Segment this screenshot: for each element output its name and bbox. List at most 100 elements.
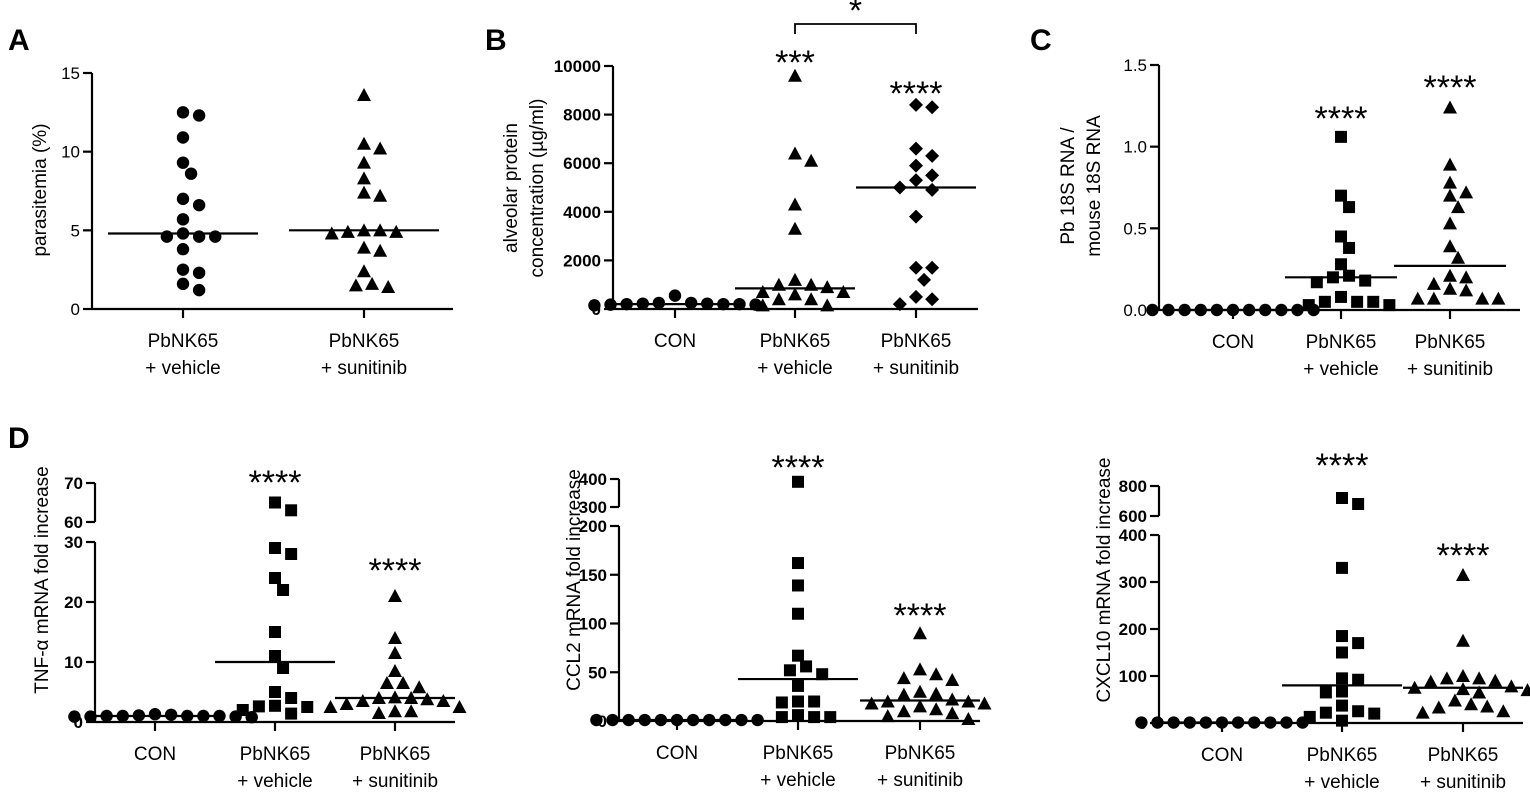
data-point-diamond: [909, 97, 923, 112]
data-point-circle: [176, 192, 190, 206]
y-tick-label: 20: [64, 593, 83, 612]
y-tick-label: 30: [64, 533, 83, 552]
data-point-triangle: [1423, 674, 1438, 688]
data-point-triangle: [348, 278, 363, 292]
data-point-circle: [192, 198, 206, 212]
data-point-triangle: [755, 284, 770, 298]
x-tick-label: PbNK65: [360, 744, 431, 765]
data-point-circle: [176, 156, 190, 169]
data-point-diamond: [925, 260, 940, 275]
data-point-triangle: [929, 702, 944, 716]
data-point-diamond: [925, 148, 940, 163]
y-axis-label: Pb 18S RNA /: [1058, 127, 1079, 245]
data-point-circle: [209, 230, 222, 243]
data-point-triangle: [355, 694, 370, 707]
panel-letter: D: [8, 422, 30, 455]
data-point-triangle: [771, 292, 786, 306]
data-point-triangle: [804, 153, 819, 167]
data-point-circle: [176, 131, 190, 144]
data-point-triangle: [788, 197, 802, 211]
data-point-triangle: [1443, 188, 1457, 202]
data-point-square: [775, 696, 788, 709]
data-point-square: [1343, 269, 1356, 282]
y-axis-label: CXCL10 mRNA fold increase: [1094, 458, 1115, 703]
data-series-1: [1303, 492, 1381, 727]
data-point-square: [285, 707, 298, 720]
data-point-triangle: [788, 221, 802, 235]
data-point-triangle: [404, 704, 419, 718]
data-point-circle: [652, 296, 666, 310]
y-tick-label: 50: [588, 663, 607, 682]
data-point-triangle: [1520, 683, 1530, 697]
data-point-triangle: [357, 264, 371, 278]
data-point-triangle: [945, 692, 960, 706]
data-point-triangle: [1410, 291, 1425, 305]
data-point-square: [1343, 241, 1356, 254]
data-point-triangle: [388, 646, 402, 659]
data-point-circle: [176, 243, 190, 256]
data-point-triangle: [1472, 685, 1487, 699]
y-tick-label: 0.0: [1123, 301, 1147, 320]
data-point-circle: [184, 167, 198, 180]
data-point-square: [1336, 714, 1348, 727]
data-point-triangle: [1480, 699, 1495, 713]
data-point-triangle: [788, 146, 802, 160]
x-tick-label: PbNK65: [148, 331, 219, 352]
data-point-triangle: [913, 699, 927, 713]
data-point-circle: [604, 298, 617, 311]
data-point-triangle: [788, 68, 802, 82]
data-point-triangle: [1415, 705, 1430, 719]
data-point-triangle: [1504, 679, 1519, 693]
data-point-triangle: [388, 704, 402, 718]
data-point-circle: [668, 289, 682, 302]
data-point-diamond: [925, 182, 940, 197]
data-point-triangle: [371, 706, 386, 719]
significance-stars: ****: [890, 75, 943, 113]
y-tick-label: 150: [579, 566, 607, 585]
x-tick-label: PbNK65: [1428, 745, 1499, 766]
data-point-square: [285, 692, 298, 704]
data-point-square: [1302, 299, 1315, 312]
data-point-triangle: [452, 700, 467, 713]
data-point-triangle: [929, 667, 944, 681]
data-point-square: [277, 662, 290, 674]
data-point-square: [1383, 299, 1396, 312]
data-point-square: [800, 660, 813, 673]
data-point-triangle: [1475, 291, 1490, 305]
data-series-1: [1302, 130, 1396, 312]
data-point-circle: [84, 710, 97, 723]
data-point-square: [792, 475, 804, 488]
data-point-triangle: [896, 687, 911, 701]
x-tick-label: PbNK65: [881, 331, 952, 352]
data-point-circle: [176, 213, 190, 226]
data-point-circle: [192, 283, 206, 297]
data-point-triangle: [357, 185, 371, 199]
data-point-square: [1352, 705, 1365, 718]
data-point-square: [1336, 492, 1348, 504]
y-tick-label: 6000: [563, 154, 601, 173]
y-tick-label: 60: [64, 513, 83, 532]
data-point-triangle: [324, 226, 339, 240]
x-tick-label: CON: [656, 743, 698, 764]
y-tick-label: 8000: [563, 106, 601, 125]
data-point-diamond: [925, 100, 940, 115]
data-point-triangle: [1439, 671, 1454, 685]
data-point-circle: [176, 277, 190, 291]
data-point-circle: [176, 263, 190, 276]
data-point-triangle: [1451, 200, 1466, 214]
data-point-circle: [176, 106, 190, 119]
data-point-circle: [164, 708, 178, 721]
data-series-2: [323, 589, 467, 719]
data-point-triangle: [1491, 291, 1506, 305]
data-series-1: [755, 68, 851, 312]
y-axis-label: TNF-α mRNA fold increase: [32, 466, 53, 693]
data-point-circle: [148, 708, 162, 721]
data-point-circle: [751, 713, 764, 727]
data-point-diamond: [917, 272, 932, 287]
data-point-square: [1367, 295, 1380, 308]
data-point-square: [285, 504, 298, 517]
x-tick-label: + vehicle: [1304, 772, 1380, 793]
data-point-square: [792, 649, 804, 662]
data-point-square: [1335, 258, 1347, 271]
